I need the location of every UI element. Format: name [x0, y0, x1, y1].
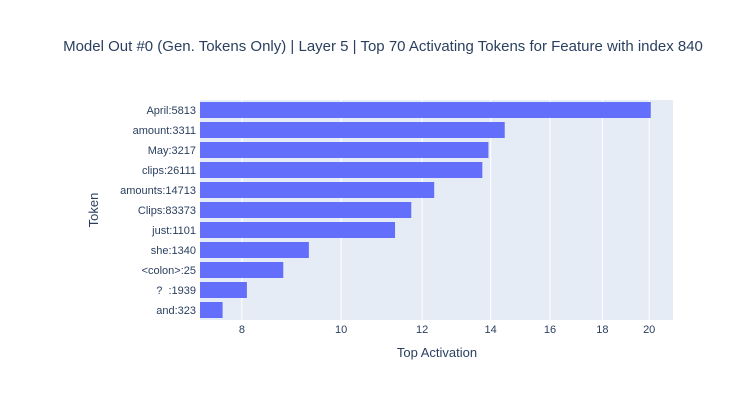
x-tick-label: 18 — [596, 324, 608, 336]
bar[interactable] — [200, 202, 412, 218]
bar[interactable] — [200, 222, 396, 238]
x-tick-label: 20 — [643, 324, 655, 336]
chart-title: Model Out #0 (Gen. Tokens Only) | Layer … — [63, 38, 703, 55]
bar[interactable] — [200, 122, 505, 138]
x-tick-label: 16 — [544, 324, 556, 336]
y-tick-label: Clips:83373 — [138, 205, 196, 217]
y-tick-label: just:1101 — [151, 225, 196, 237]
bar[interactable] — [200, 282, 247, 298]
y-tick-label: clips:26111 — [142, 165, 196, 177]
bar[interactable] — [200, 182, 435, 198]
x-tick-label: 10 — [335, 324, 347, 336]
x-axis-title: Top Activation — [397, 345, 477, 360]
y-tick-label: <colon>:25 — [142, 265, 196, 277]
y-tick-label: amounts:14713 — [120, 185, 196, 197]
y-tick-label: and:323 — [156, 305, 196, 317]
y-tick-label: amount:3311 — [133, 125, 196, 137]
y-tick-label: she:1340 — [151, 245, 196, 257]
x-tick-label: 12 — [416, 324, 428, 336]
x-tick-label: 8 — [239, 324, 245, 336]
y-axis-title: Token — [86, 193, 101, 228]
bar[interactable] — [200, 102, 651, 118]
y-tick-label: April:5813 — [146, 105, 196, 117]
bar[interactable] — [200, 162, 483, 178]
y-tick-label: May:3217 — [148, 145, 196, 157]
x-tick-label: 14 — [485, 324, 497, 336]
bar[interactable] — [200, 302, 223, 318]
y-tick-label: ? :1939 — [156, 285, 196, 297]
bar[interactable] — [200, 262, 284, 278]
bar[interactable] — [200, 242, 309, 258]
bar[interactable] — [200, 142, 489, 158]
